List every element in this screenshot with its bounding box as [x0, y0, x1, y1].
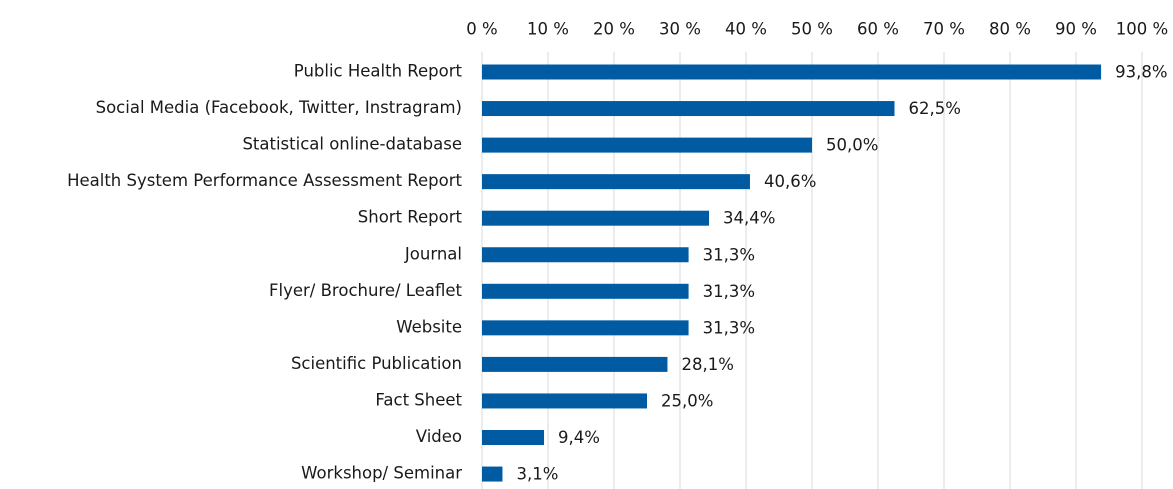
value-label: 34,4%: [723, 209, 775, 228]
value-label: 31,3%: [703, 282, 755, 301]
x-tick-label: 0 %: [466, 20, 497, 39]
value-label: 9,4%: [558, 428, 600, 447]
bar: [482, 320, 689, 336]
bar: [482, 137, 812, 153]
category-label: Workshop/ Seminar: [301, 464, 462, 483]
bar: [482, 356, 668, 372]
category-label: Short Report: [358, 208, 463, 227]
value-label: 31,3%: [703, 245, 755, 264]
value-label: 50,0%: [826, 136, 878, 155]
category-label: Social Media (Facebook, Twitter, Instrag…: [96, 98, 462, 117]
category-label: Website: [396, 317, 462, 336]
bar: [482, 247, 689, 263]
value-label: 31,3%: [703, 318, 755, 337]
bar: [482, 430, 545, 445]
x-tick-label: 50 %: [791, 20, 833, 39]
value-label: 28,1%: [681, 355, 733, 374]
x-tick-label: 80 %: [989, 20, 1031, 39]
x-tick-label: 30 %: [659, 20, 701, 39]
x-tick-label: 70 %: [923, 20, 965, 39]
x-tick-label: 60 %: [857, 20, 899, 39]
x-tick-label: 10 %: [527, 20, 569, 39]
value-label: 3,1%: [516, 465, 558, 484]
category-label: Health System Performance Assessment Rep…: [67, 171, 462, 190]
bar: [482, 101, 895, 117]
bar: [482, 466, 503, 482]
x-tick-label: 100 %: [1116, 20, 1168, 39]
value-label: 25,0%: [661, 391, 713, 410]
category-label: Flyer/ Brochure/ Leaflet: [269, 281, 462, 300]
bar: [482, 64, 1102, 80]
bar: [482, 174, 750, 190]
category-label: Public Health Report: [294, 62, 463, 81]
bar: [482, 210, 710, 226]
category-label: Statistical online-database: [242, 135, 462, 154]
bar: [482, 393, 647, 409]
value-label: 40,6%: [764, 172, 816, 191]
value-label: 62,5%: [909, 99, 961, 118]
category-label: Video: [416, 427, 462, 446]
x-tick-label: 40 %: [725, 20, 767, 39]
category-label: Journal: [404, 244, 462, 263]
value-label: 93,8%: [1115, 63, 1167, 82]
bar: [482, 283, 689, 299]
category-label: Fact Sheet: [375, 390, 462, 409]
category-label: Scientific Publication: [291, 354, 462, 373]
x-tick-label: 90 %: [1055, 20, 1097, 39]
x-tick-label: 20 %: [593, 20, 635, 39]
